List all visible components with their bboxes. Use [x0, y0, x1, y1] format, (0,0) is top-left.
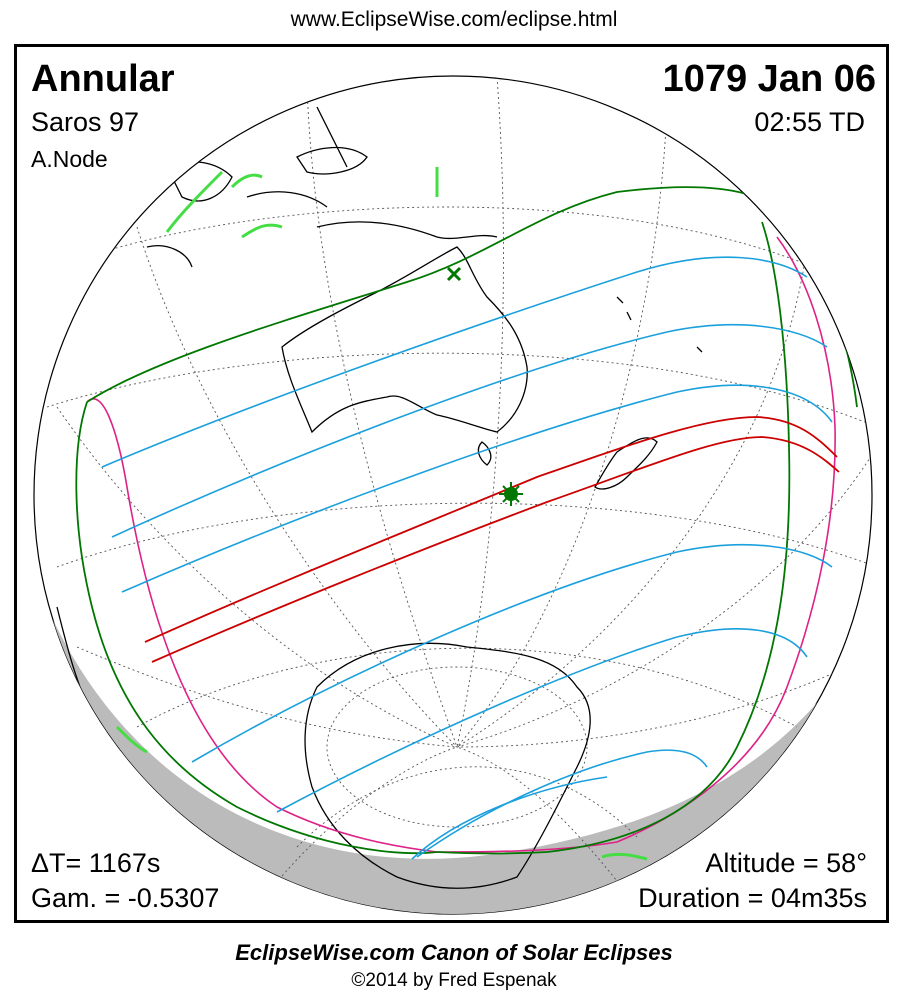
- globe-map: [33, 75, 873, 915]
- canon-title: EclipseWise.com Canon of Solar Eclipses: [235, 940, 673, 965]
- eclipse-time: 02:55 TD: [754, 107, 865, 137]
- eclipse-map-frame: Annular Saros 97 A.Node 1079 Jan 06 02:5…: [14, 44, 889, 923]
- central-path-north-limit: [144, 416, 838, 643]
- central-path-south-limit: [151, 436, 840, 663]
- central-path: [144, 416, 840, 663]
- antarctica-outline: [304, 642, 591, 889]
- delta-t: ΔT= 1167s: [31, 848, 161, 878]
- magnitude-lines: [101, 256, 833, 860]
- source-url: www.EclipseWise.com/eclipse.html: [290, 8, 618, 31]
- central-duration: Duration = 04m35s: [638, 883, 867, 913]
- gamma: Gam. = -0.5307: [31, 883, 220, 913]
- node-label: A.Node: [31, 146, 108, 172]
- saros-number: Saros 97: [31, 107, 140, 137]
- eclipse-date: 1079 Jan 06: [662, 58, 876, 100]
- greatest-eclipse-star: [499, 482, 523, 506]
- new-zealand-outline: [594, 437, 658, 490]
- australia-outline: [281, 246, 528, 434]
- eclipse-type: Annular: [31, 58, 175, 100]
- visible-land: [115, 167, 648, 861]
- night-shading: [34, 607, 872, 914]
- sun-altitude: Altitude = 58°: [705, 848, 867, 878]
- sub-solar-point: [446, 266, 462, 282]
- graticule: [46, 76, 872, 908]
- copyright: ©2014 by Fred Espenak: [351, 970, 557, 991]
